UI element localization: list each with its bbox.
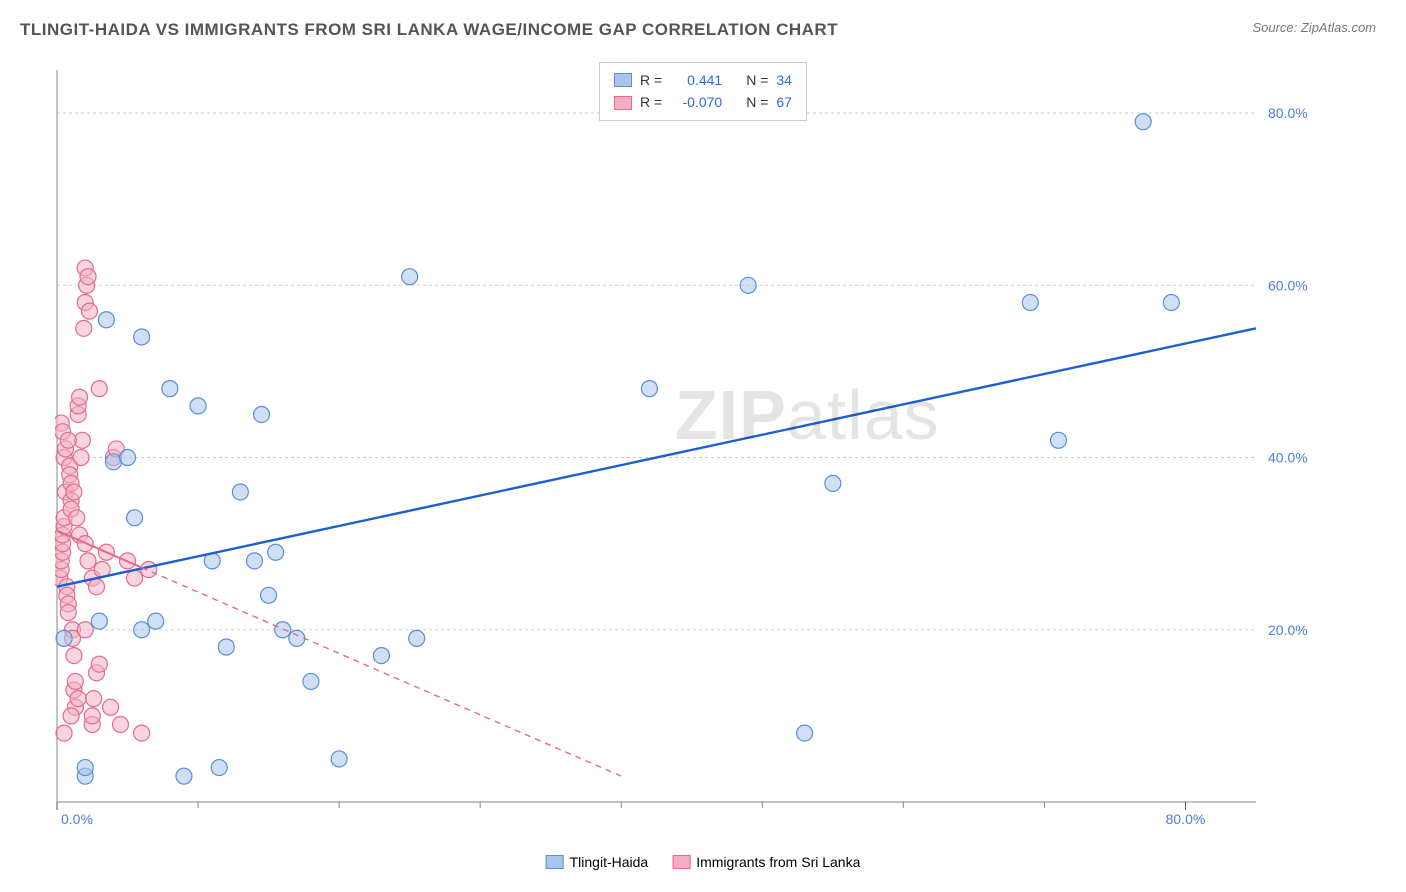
source-label: Source: ZipAtlas.com: [1252, 20, 1376, 35]
legend-swatch: [546, 855, 564, 869]
plot-area: 20.0% 40.0% 60.0% 80.0% 0.0% 80.0%: [55, 60, 1316, 832]
n-value: 34: [776, 69, 792, 91]
series-label: Immigrants from Sri Lanka: [696, 854, 860, 870]
n-label: N =: [746, 91, 768, 113]
r-label: R =: [640, 91, 662, 113]
svg-text:0.0%: 0.0%: [61, 811, 93, 827]
legend-swatch: [672, 855, 690, 869]
series-legend-item: Immigrants from Sri Lanka: [672, 854, 860, 870]
scatter-chart-svg: 20.0% 40.0% 60.0% 80.0% 0.0% 80.0%: [55, 60, 1316, 832]
correlation-legend-row: R = -0.070 N = 67: [614, 91, 792, 113]
legend-swatch: [614, 96, 632, 110]
svg-text:80.0%: 80.0%: [1268, 105, 1308, 121]
correlation-legend-row: R = 0.441 N = 34: [614, 69, 792, 91]
r-label: R =: [640, 69, 662, 91]
correlation-legend: R = 0.441 N = 34 R = -0.070 N = 67: [599, 62, 807, 121]
r-value: 0.441: [670, 69, 722, 91]
r-value: -0.070: [670, 91, 722, 113]
svg-text:80.0%: 80.0%: [1166, 811, 1206, 827]
series-label: Tlingit-Haida: [570, 854, 649, 870]
svg-text:40.0%: 40.0%: [1268, 450, 1308, 466]
legend-swatch: [614, 73, 632, 87]
svg-text:20.0%: 20.0%: [1268, 622, 1308, 638]
n-label: N =: [746, 69, 768, 91]
series-legend: Tlingit-Haida Immigrants from Sri Lanka: [546, 854, 861, 870]
n-value: 67: [776, 91, 792, 113]
svg-text:60.0%: 60.0%: [1268, 277, 1308, 293]
series-legend-item: Tlingit-Haida: [546, 854, 649, 870]
chart-title: TLINGIT-HAIDA VS IMMIGRANTS FROM SRI LAN…: [20, 20, 838, 40]
